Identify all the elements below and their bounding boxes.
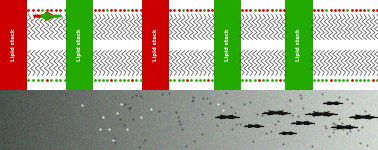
- Bar: [0, 0, 27, 90]
- Text: Lipid stack: Lipid stack: [153, 29, 158, 61]
- Bar: [214, 0, 241, 90]
- Bar: [142, 0, 169, 90]
- Bar: [285, 0, 313, 90]
- Text: Lipid stack: Lipid stack: [77, 29, 82, 61]
- Text: Lipid stack: Lipid stack: [225, 29, 230, 61]
- Bar: [66, 0, 93, 90]
- Text: Lipid stack: Lipid stack: [11, 29, 16, 61]
- Text: Lipid stack: Lipid stack: [296, 29, 302, 61]
